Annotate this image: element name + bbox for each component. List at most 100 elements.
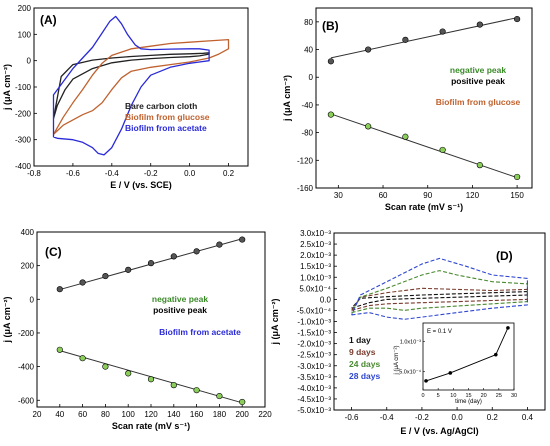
panel-a-cyclic-voltammetry: -0.8 -0.6 -0.4 -0.2 0.0 0.2 -400 -300 -200 -100 0 1… bbox=[2, 4, 249, 190]
y-axis-label: j (μA cm⁻²) bbox=[2, 64, 12, 111]
legend-entry: negative peak bbox=[152, 294, 208, 304]
legend-entry: 28 days bbox=[349, 371, 380, 381]
plot-frame bbox=[315, 7, 533, 189]
inset-x-tick-label: 20 bbox=[481, 393, 487, 399]
y-tick-label: -2.0x10⁻³ bbox=[297, 340, 331, 349]
y-tick-label: -2.5x10⁻³ bbox=[297, 351, 331, 360]
y-tick-label: -3.5x10⁻³ bbox=[297, 373, 331, 382]
x-tick-label: 60 bbox=[379, 191, 388, 200]
y-tick-label: 0 bbox=[27, 57, 32, 66]
fit-line-negative bbox=[330, 113, 518, 179]
x-tick-label: -0.8 bbox=[27, 169, 41, 178]
x-tick-label: 80 bbox=[101, 410, 110, 419]
y-tick-label: -3.0x10⁻³ bbox=[297, 362, 331, 371]
data-point-negative bbox=[439, 146, 446, 154]
data-point-positive bbox=[56, 286, 63, 293]
y-tick-label: 5.0x10⁻⁴ bbox=[299, 284, 331, 293]
y-tick-label: 0.0 bbox=[320, 295, 332, 304]
y-tick-label: -80 bbox=[301, 129, 313, 138]
x-axis-label: Scan rate (mV s⁻¹) bbox=[385, 202, 463, 212]
data-point-negative bbox=[79, 355, 86, 362]
inset-data-point bbox=[506, 326, 510, 330]
y-tick-label: -400 bbox=[15, 162, 32, 171]
y-tick-label: 0 bbox=[30, 295, 35, 304]
data-point-negative bbox=[327, 111, 334, 118]
legend-entry: positive peak bbox=[153, 305, 207, 315]
y-tick-label: -300 bbox=[15, 136, 32, 145]
panel-d-cv-over-time: -0.6 -0.4 -0.2 0.0 0.2 0.4 -5.0x10⁻³ -4.5x10⁻³ -… bbox=[270, 229, 546, 436]
y-axis-label: j (μA cm⁻²) bbox=[270, 299, 280, 346]
legend-entry: 24 days bbox=[349, 359, 380, 369]
y-axis-label: j (μA cm⁻²) bbox=[282, 75, 292, 122]
x-tick-label: 0.0 bbox=[452, 413, 464, 422]
x-tick-label: 100 bbox=[122, 410, 136, 419]
cv-curve-24-days bbox=[351, 270, 528, 314]
data-point-positive bbox=[170, 253, 177, 260]
cv-curve-biofilm-from-glucose bbox=[52, 38, 230, 135]
legend-entry: Biofilm from glucose bbox=[436, 97, 521, 107]
data-point-negative bbox=[102, 363, 109, 370]
inset-data-point bbox=[448, 371, 453, 375]
y-tick-label: 2.0x10⁻³ bbox=[300, 251, 331, 260]
inset-x-tick-label: 0 bbox=[421, 393, 424, 399]
x-tick-label: 160 bbox=[190, 410, 204, 419]
legend-entry: negative peak bbox=[450, 65, 506, 75]
inset-x-tick-label: 15 bbox=[465, 393, 471, 399]
y-tick-label: -5.0x10⁻³ bbox=[297, 406, 331, 415]
data-point-negative bbox=[365, 123, 372, 130]
inset-data-point bbox=[424, 379, 428, 383]
x-tick-label: 40 bbox=[55, 410, 64, 419]
y-tick-label: 80 bbox=[304, 18, 313, 27]
x-tick-label: -0.4 bbox=[380, 413, 394, 422]
x-axis-label: E / V (vs. SCE) bbox=[110, 180, 172, 190]
data-point-positive bbox=[147, 260, 155, 267]
x-tick-label: -0.2 bbox=[415, 413, 429, 422]
y-tick-label: -600 bbox=[18, 396, 35, 405]
data-point-positive bbox=[125, 266, 132, 273]
x-tick-label: 200 bbox=[236, 410, 250, 419]
x-tick-label: 60 bbox=[78, 410, 87, 419]
inset-x-tick-label: 5 bbox=[437, 393, 440, 399]
x-tick-label: 0.0 bbox=[184, 169, 196, 178]
legend-entry: Biofilm from acetate bbox=[159, 327, 241, 337]
inset-x-tick-label: 30 bbox=[511, 393, 517, 399]
y-tick-label: -5.0x10⁻⁴ bbox=[297, 306, 332, 315]
x-tick-label: 0.2 bbox=[487, 413, 499, 422]
data-point-positive bbox=[439, 28, 446, 35]
inset-trend-line bbox=[425, 327, 509, 382]
y-tick-label: 2.5x10⁻³ bbox=[300, 240, 331, 249]
x-tick-label: 120 bbox=[466, 191, 480, 200]
y-axis-label: j (μA cm⁻²) bbox=[2, 297, 12, 344]
fit-line-positive bbox=[330, 17, 518, 59]
panel-c-scan-rate-acetate: 20 40 60 80 100 120 140 160 180 200 220 -600 -400 -20… bbox=[2, 228, 272, 431]
data-point-negative bbox=[402, 133, 409, 140]
x-tick-label: 20 bbox=[33, 410, 42, 419]
y-tick-label: -1.5x10⁻³ bbox=[297, 329, 331, 338]
x-tick-label: 140 bbox=[167, 410, 181, 419]
data-point-positive bbox=[239, 236, 246, 243]
panel-tag: (D) bbox=[496, 249, 513, 263]
data-point-positive bbox=[402, 36, 409, 43]
data-point-negative bbox=[170, 382, 177, 389]
data-point-negative bbox=[147, 376, 155, 383]
data-point-negative bbox=[56, 346, 63, 353]
x-tick-label: -0.6 bbox=[345, 413, 359, 422]
x-axis-label: E / V (vs. Ag/AgCl) bbox=[400, 426, 478, 436]
y-tick-label: 200 bbox=[21, 262, 35, 271]
inset-y-axis-label: j (μA cm⁻²) bbox=[394, 346, 400, 376]
data-point-positive bbox=[365, 46, 372, 53]
inset-frame bbox=[422, 322, 515, 391]
inset-x-tick-label: 10 bbox=[450, 393, 456, 399]
y-tick-label: -1.0x10⁻³ bbox=[297, 318, 331, 327]
y-tick-label: -4.0x10⁻³ bbox=[297, 384, 331, 393]
panel-tag: (B) bbox=[322, 19, 339, 33]
y-tick-label: -160 bbox=[297, 184, 314, 193]
y-tick-label: -200 bbox=[15, 109, 32, 118]
panel-tag: (A) bbox=[40, 13, 57, 27]
legend-entry: Biofilm from acetate bbox=[125, 123, 207, 133]
x-tick-label: -0.4 bbox=[105, 169, 119, 178]
x-tick-label: 180 bbox=[213, 410, 227, 419]
data-point-negative bbox=[216, 392, 223, 400]
inset-x-tick-label: 25 bbox=[496, 393, 502, 399]
